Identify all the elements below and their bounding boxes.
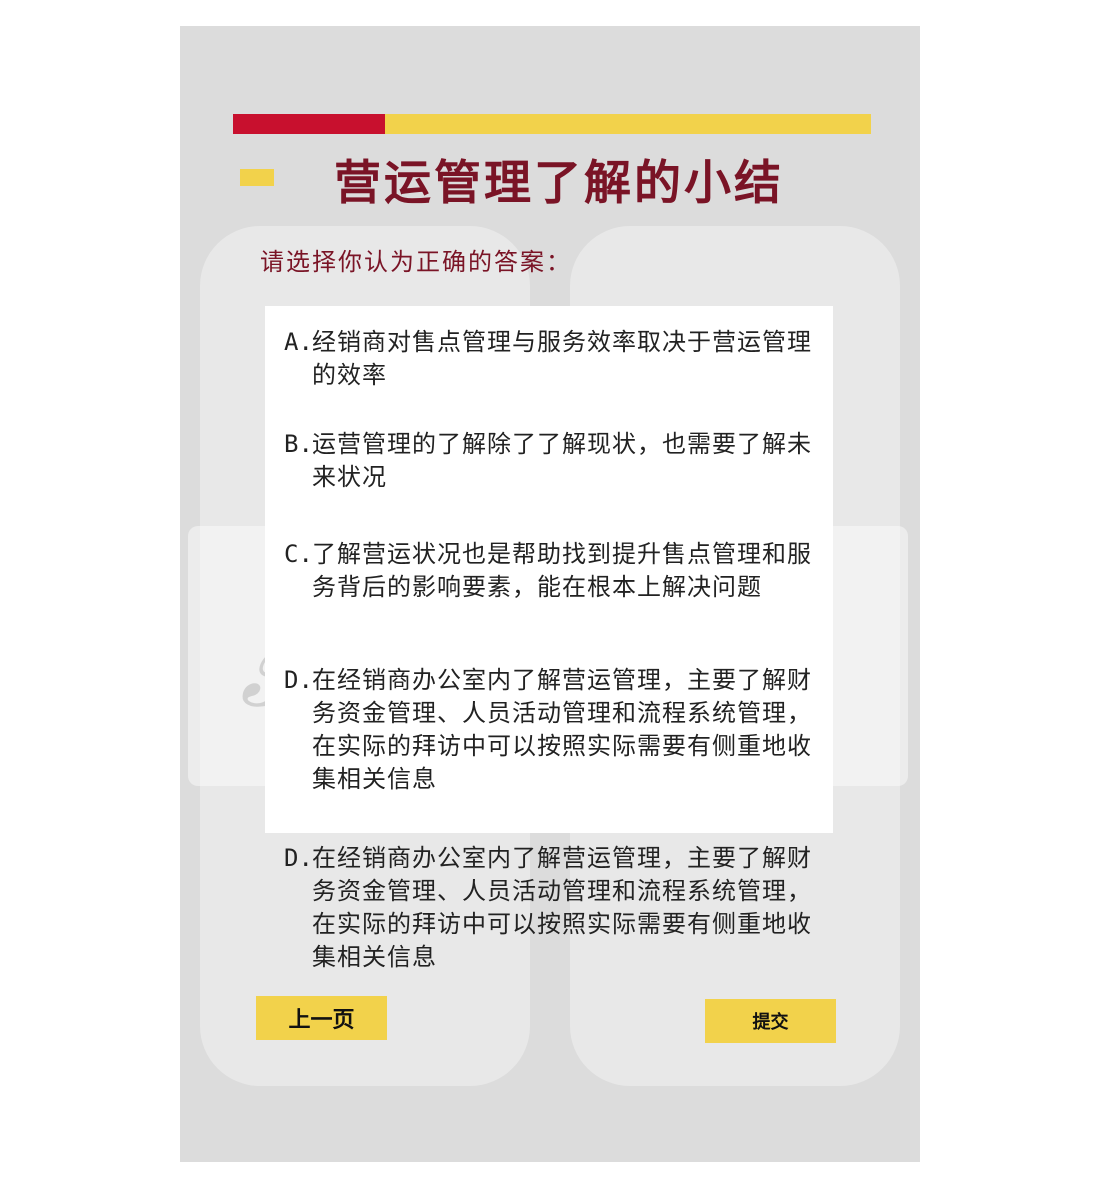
question-prompt: 请选择你认为正确的答案： bbox=[260, 248, 572, 276]
option-text: 在经销商办公室内了解营运管理，主要了解财务资金管理、人员活动管理和流程系统管理，… bbox=[312, 844, 812, 971]
header-bar-yellow bbox=[385, 114, 871, 134]
page-title: 营运管理了解的小结 bbox=[334, 156, 784, 211]
option-b[interactable]: B. 运营管理的了解除了了解现状，也需要了解未来状况 bbox=[284, 428, 814, 494]
quiz-panel: 𝓑𝓾𝓭𝔀𝓮𝓲𝓼𝓮𝓻 营运管理了解的小结 请选择你认为正确的答案： A. 经销商对… bbox=[180, 26, 920, 1162]
option-c[interactable]: C. 了解营运状况也是帮助找到提升售点管理和服务背后的影响要素，能在根本上解决问… bbox=[284, 538, 814, 604]
option-text: 在经销商办公室内了解营运管理，主要了解财务资金管理、人员活动管理和流程系统管理，… bbox=[312, 666, 812, 793]
options-card bbox=[265, 306, 833, 833]
option-key: B. bbox=[284, 430, 313, 458]
option-key: D. bbox=[284, 666, 313, 694]
option-key: D. bbox=[284, 844, 313, 872]
submit-button[interactable]: 提交 bbox=[705, 999, 836, 1043]
option-d[interactable]: D. 在经销商办公室内了解营运管理，主要了解财务资金管理、人员活动管理和流程系统… bbox=[284, 664, 814, 796]
prev-page-button[interactable]: 上一页 bbox=[256, 996, 387, 1040]
option-a[interactable]: A. 经销商对售点管理与服务效率取决于营运管理的效率 bbox=[284, 326, 814, 392]
title-marker bbox=[240, 169, 274, 186]
option-text: 了解营运状况也是帮助找到提升售点管理和服务背后的影响要素，能在根本上解决问题 bbox=[312, 540, 812, 601]
option-key: C. bbox=[284, 540, 313, 568]
option-d-duplicate[interactable]: D. 在经销商办公室内了解营运管理，主要了解财务资金管理、人员活动管理和流程系统… bbox=[284, 842, 814, 974]
option-text: 经销商对售点管理与服务效率取决于营运管理的效率 bbox=[312, 328, 812, 389]
header-bar-red bbox=[233, 114, 385, 134]
option-text: 运营管理的了解除了了解现状，也需要了解未来状况 bbox=[312, 430, 812, 491]
option-key: A. bbox=[284, 328, 313, 356]
